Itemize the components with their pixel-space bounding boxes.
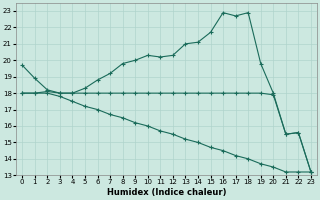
X-axis label: Humidex (Indice chaleur): Humidex (Indice chaleur): [107, 188, 226, 197]
